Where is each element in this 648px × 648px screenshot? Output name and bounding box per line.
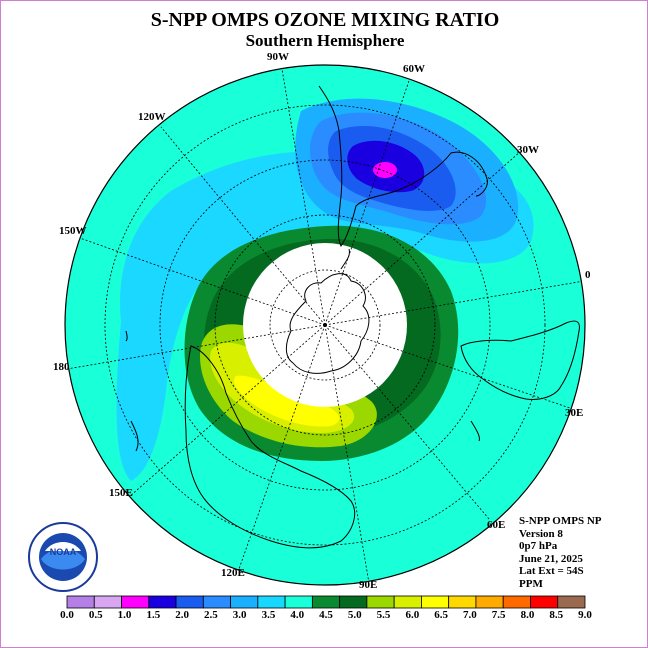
- colorbar-tick-label: 0.5: [88, 609, 103, 621]
- islands-coast: [125, 330, 480, 452]
- info-version: Version 8: [519, 527, 563, 540]
- colorbar-tick-label: 1.0: [117, 609, 132, 621]
- colorbar-tick-label: 7.0: [463, 609, 477, 621]
- lon-label-120w: 120W: [138, 111, 166, 123]
- field-0.5-1.0: [373, 162, 397, 178]
- info-block: S-NPP OMPS NP Version 8 0p7 hPa June 21,…: [519, 515, 602, 591]
- lon-label-120e: 120E: [221, 567, 245, 579]
- colorbar-tick-label: 6.0: [405, 609, 420, 621]
- map-boundary: [64, 64, 586, 586]
- colorbar-tick-label: 4.0: [290, 609, 305, 621]
- antarctic-peninsula: [340, 248, 350, 270]
- colorbar-tick-label: 0.0: [60, 609, 74, 621]
- colorbar-tick-label: 5.5: [376, 609, 391, 621]
- africa-coast: [460, 320, 580, 400]
- info-units: PPM: [519, 577, 543, 590]
- colorbar-tick-label: 7.5: [491, 609, 506, 621]
- lon-label-60w: 60W: [403, 63, 425, 75]
- lon-label-90e: 90E: [359, 579, 378, 591]
- australia-coast: [184, 345, 356, 549]
- figure-title: S-NPP OMPS OZONE MIXING RATIO: [150, 9, 500, 31]
- lon-label-30w: 30W: [517, 144, 539, 156]
- colorbar-tick-label: 3.0: [232, 609, 247, 621]
- colorbar-tick-label: 6.5: [434, 609, 448, 621]
- info-level: 0p7 hPa: [519, 540, 558, 553]
- noaa-logo: NOAA: [28, 522, 98, 592]
- colorbar-tick-label: 2.5: [204, 609, 218, 621]
- lon-label-150w: 150W: [59, 225, 87, 237]
- ozone-field: [65, 65, 585, 585]
- colorbar-tick-label: 8.0: [520, 609, 535, 621]
- colorbar-tick-label: 9.0: [578, 609, 592, 621]
- antarctica-coast: [285, 273, 370, 374]
- colorbar-tick-label: 8.5: [549, 609, 564, 621]
- colorbar-tick-label: 4.5: [319, 609, 333, 621]
- lon-label-60e: 60E: [487, 519, 506, 531]
- info-lat-ext: Lat Ext = 54S: [519, 565, 584, 578]
- figure-subtitle: Southern Hemisphere: [245, 31, 405, 50]
- lon-label-180: 180: [53, 361, 70, 373]
- logo-wordmark: NOAA: [50, 547, 77, 557]
- lon-label-0: 0: [585, 269, 591, 281]
- south-pole-marker: [323, 323, 327, 327]
- colorbar-tick-label: 3.5: [261, 609, 276, 621]
- info-date: June 21, 2025: [519, 552, 583, 565]
- colorbar-tick-label: 1.5: [146, 609, 161, 621]
- south-america-coast: [318, 85, 488, 247]
- colorbar-tick-label: 5.0: [347, 609, 362, 621]
- colorbar-tick-label: 2.0: [175, 609, 189, 621]
- coastlines: [125, 85, 580, 549]
- field-6.0-6.5: [233, 375, 340, 427]
- lon-label-30e: 30E: [565, 407, 584, 419]
- lon-label-150e: 150E: [109, 487, 133, 499]
- lon-label-90w: 90W: [267, 51, 289, 63]
- info-instrument: S-NPP OMPS NP: [519, 515, 602, 527]
- graticule: [66, 65, 585, 584]
